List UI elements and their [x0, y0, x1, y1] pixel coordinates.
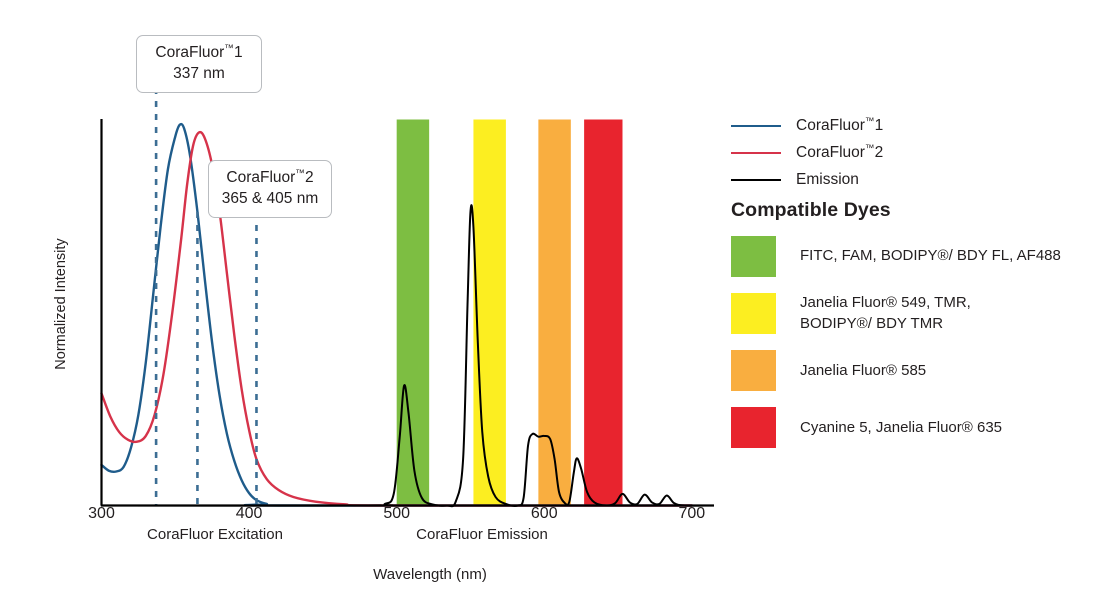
dye-color-swatch: [731, 236, 776, 277]
dye-item-3[interactable]: Cyanine 5, Janelia Fluor® 635: [731, 407, 1061, 449]
legend-line-swatch: [731, 151, 781, 154]
x-axis-label: Wavelength (nm): [373, 566, 487, 583]
dye-item-0[interactable]: FITC, FAM, BODIPY®/ BDY FL, AF488: [731, 236, 1061, 277]
legend-line-swatch: [731, 178, 781, 181]
orange-band: [538, 119, 571, 506]
dye-item-2[interactable]: Janelia Fluor® 585: [731, 350, 1061, 392]
dye-color-swatch: [731, 293, 776, 335]
compatible-dyes-title: Compatible Dyes: [731, 199, 891, 221]
trademark-icon: ™: [864, 142, 875, 154]
x-tick-600: 600: [530, 505, 558, 522]
dye-label: Cyanine 5, Janelia Fluor® 635: [800, 418, 1003, 436]
band-group: [396, 119, 623, 506]
callout2-name: CoraFluor: [226, 169, 296, 187]
dye-label: FITC, FAM, BODIPY®/ BDY FL, AF488: [800, 247, 1061, 265]
legend-item-0[interactable]: CoraFluor™1: [731, 112, 883, 139]
x-tick-400: 400: [235, 505, 263, 522]
trademark-icon: ™: [224, 43, 234, 54]
legend-item-2[interactable]: Emission: [731, 166, 883, 193]
callout1-line1: CoraFluor™1: [149, 43, 249, 64]
legend-item-label: CoraFluor™2: [796, 142, 884, 162]
callout1-wavelength: 337 nm: [173, 64, 225, 82]
emission-range-label: CoraFluor Emission: [416, 526, 548, 543]
dye-color-swatch: [731, 407, 776, 449]
trademark-icon: ™: [864, 115, 875, 127]
curve-emission-Emission: [100, 204, 711, 508]
x-tick-700: 700: [678, 505, 706, 522]
dye-item-1[interactable]: Janelia Fluor® 549, TMR, BODIPY®/ BDY TM…: [731, 293, 1061, 335]
series-legend: CoraFluor™1 CoraFluor™2 Emission: [731, 112, 883, 193]
x-tick-500: 500: [383, 505, 411, 522]
trademark-icon: ™: [295, 168, 305, 179]
x-tick-300: 300: [88, 505, 115, 522]
dye-label: Janelia Fluor® 549, TMR, BODIPY®/ BDY TM…: [800, 294, 971, 332]
callout-corafluor1: CoraFluor™1 337 nm: [136, 35, 262, 94]
yellow-band: [473, 119, 506, 506]
callout2-number: 2: [305, 169, 314, 187]
dye-label: Janelia Fluor® 585: [800, 361, 927, 379]
callout1-name: CoraFluor: [155, 44, 225, 62]
green-band: [396, 119, 430, 506]
callout2-line1: CoraFluor™2: [221, 168, 319, 189]
legend-item-1[interactable]: CoraFluor™2: [731, 139, 883, 166]
dye-color-swatch: [731, 350, 776, 392]
callout-corafluor2: CoraFluor™2 365 & 405 nm: [208, 160, 332, 219]
legend-item-label: Emission: [796, 170, 859, 188]
red-band: [584, 119, 623, 506]
callout2-wavelength: 365 & 405 nm: [221, 189, 319, 207]
legend-line-swatch: [731, 124, 781, 127]
callout1-number: 1: [234, 44, 243, 62]
y-axis-label: Normalized Intensity: [53, 238, 69, 370]
compatible-dyes-list: FITC, FAM, BODIPY®/ BDY FL, AF488 Janelia…: [731, 236, 1061, 464]
legend-item-label: CoraFluor™1: [796, 115, 884, 135]
excitation-range-label: CoraFluor Excitation: [147, 526, 283, 543]
marker-group: [154, 88, 258, 506]
